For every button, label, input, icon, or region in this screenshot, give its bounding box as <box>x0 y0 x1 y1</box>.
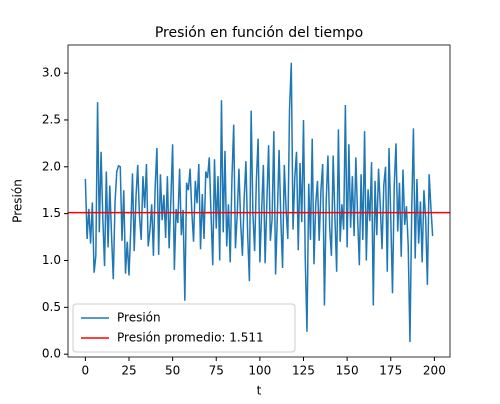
x-tick-label: 25 <box>121 364 136 378</box>
data-line <box>84 62 434 343</box>
y-tick-label: 1.5 <box>42 206 61 220</box>
x-tick-label: 150 <box>336 364 359 378</box>
x-axis-label: t <box>257 384 262 398</box>
y-tick-label: 0.0 <box>42 347 61 361</box>
y-tick-label: 0.5 <box>42 300 61 314</box>
chart-title: Presión en función del tiempo <box>155 25 363 41</box>
x-tick-label: 200 <box>423 364 446 378</box>
legend-box <box>72 303 296 353</box>
y-tick-label: 1.0 <box>42 253 61 267</box>
x-tick-label: 125 <box>292 364 315 378</box>
x-tick-label: 175 <box>379 364 402 378</box>
plot-frame <box>67 44 451 358</box>
y-tick-label: 2.5 <box>42 112 61 126</box>
y-axis-label: Presión <box>11 179 25 223</box>
y-tick-label: 2.0 <box>42 159 61 173</box>
legend-label: Presión promedio: 1.511 <box>117 331 264 345</box>
y-tick-label: 3.0 <box>42 66 61 80</box>
x-tick-label: 50 <box>165 364 180 378</box>
legend-label: Presión <box>117 311 161 325</box>
x-tick-label: 75 <box>209 364 224 378</box>
x-tick-label: 100 <box>248 364 271 378</box>
x-tick-label: 0 <box>82 364 90 378</box>
